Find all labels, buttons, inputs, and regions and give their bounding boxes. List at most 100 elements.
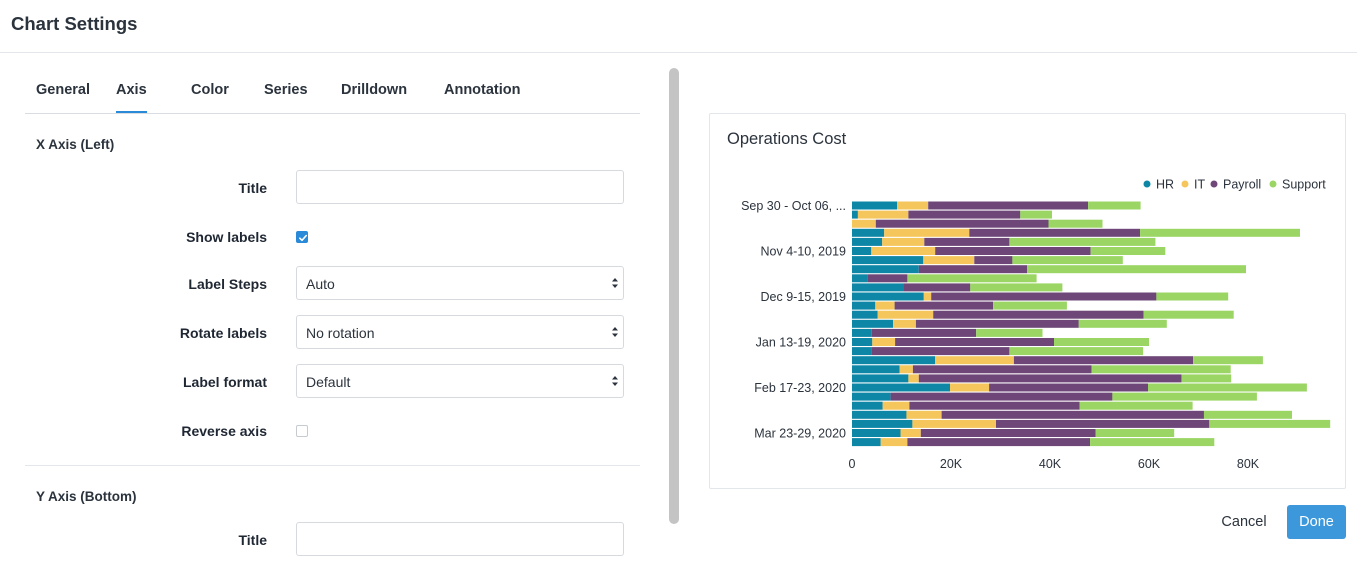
- bar-segment-hr: [852, 365, 900, 374]
- bar-segment-payroll: [871, 347, 1010, 356]
- bar-segment-it: [872, 338, 896, 346]
- bar-segment-hr: [852, 301, 876, 310]
- done-button[interactable]: Done: [1287, 505, 1346, 539]
- bar-segment-support: [993, 301, 1067, 310]
- bar-segment-support: [1209, 419, 1331, 428]
- bar-segment-hr: [852, 319, 894, 328]
- bar-segment-payroll: [996, 419, 1210, 428]
- bar-segment-support: [1090, 247, 1166, 255]
- legend-label: HR: [1156, 178, 1174, 192]
- y-axis-title-input[interactable]: [296, 522, 624, 556]
- x-tick-label: 80K: [1237, 457, 1260, 471]
- chart-title: Operations Cost: [727, 130, 847, 148]
- tab-axis[interactable]: Axis: [116, 82, 147, 113]
- bar-segment-payroll: [871, 328, 977, 337]
- bar-segment-support: [1009, 347, 1144, 356]
- bar-segment-support: [1054, 338, 1149, 346]
- bar-segment-support: [1112, 392, 1257, 401]
- bar-segment-payroll: [941, 410, 1204, 419]
- bar-segment-it: [871, 247, 936, 255]
- label-format-value: Default: [306, 374, 351, 390]
- bar-segment-it: [884, 228, 970, 237]
- tab-drilldown[interactable]: Drilldown: [341, 82, 408, 98]
- bar-segment-hr: [852, 210, 858, 219]
- bar-segment-it: [899, 365, 913, 374]
- y-tick-label: Sep 30 - Oct 06, ...: [741, 199, 846, 213]
- y-tick-label: Mar 23-29, 2020: [754, 427, 846, 441]
- legend-marker: [1181, 180, 1189, 188]
- cancel-button[interactable]: Cancel: [1221, 514, 1267, 530]
- label-steps-select[interactable]: Auto: [296, 266, 624, 300]
- bar-segment-it: [882, 401, 910, 410]
- y-axis-title-label: Title: [238, 532, 267, 548]
- bar-segment-payroll: [989, 383, 1148, 392]
- legend-label: Support: [1282, 178, 1326, 192]
- show-labels-label: Show labels: [186, 229, 267, 245]
- bar-segment-payroll: [928, 201, 1089, 210]
- bar-segment-payroll: [904, 283, 971, 292]
- bar-segment-hr: [852, 410, 907, 419]
- dialog-title: Chart Settings: [11, 13, 138, 34]
- bar-segment-support: [907, 274, 1037, 283]
- bar-segment-hr: [852, 429, 901, 437]
- settings-scrollbar[interactable]: [669, 68, 679, 524]
- bar-segment-payroll: [920, 429, 1096, 437]
- bar-segment-payroll: [907, 438, 1091, 447]
- bar-segment-hr: [852, 237, 883, 246]
- bar-segment-hr: [852, 419, 913, 428]
- x-axis-title-input[interactable]: [296, 170, 624, 204]
- bar-segment-support: [1088, 201, 1141, 210]
- bar-segment-support: [1203, 410, 1292, 419]
- section-divider: [25, 465, 640, 466]
- select-arrows-icon: [612, 278, 618, 288]
- bar-segment-hr: [852, 283, 904, 292]
- bar-segment-support: [1156, 292, 1229, 301]
- label-steps-value: Auto: [306, 276, 335, 292]
- bar-segment-hr: [852, 438, 881, 447]
- bar-segment-support: [976, 328, 1043, 337]
- bar-segment-support: [1091, 365, 1231, 374]
- tab-general[interactable]: General: [36, 82, 90, 98]
- bar-segment-hr: [852, 374, 909, 383]
- select-arrows-icon: [612, 376, 618, 386]
- bar-segment-support: [1048, 219, 1103, 228]
- bar-segment-it: [893, 319, 916, 328]
- bar-segment-hr: [852, 247, 872, 255]
- bar-segment-it: [950, 383, 990, 392]
- tab-color[interactable]: Color: [191, 82, 229, 98]
- chart-preview: Operations Cost 0 20K 40K 60K 80K Sep 30 - Oc…: [709, 113, 1346, 489]
- bar-segment-it: [852, 219, 876, 228]
- reverse-axis-label: Reverse axis: [181, 423, 267, 439]
- bar-segment-it: [935, 356, 1014, 365]
- bar-segment-it: [906, 410, 942, 419]
- bar-segment-support: [1079, 401, 1193, 410]
- bar-segment-support: [1143, 310, 1234, 319]
- x-tick-label: 20K: [940, 457, 963, 471]
- bar-segment-hr: [852, 310, 878, 319]
- rotate-labels-select[interactable]: No rotation: [296, 315, 624, 349]
- bar-segment-payroll: [931, 292, 1157, 301]
- bar-segment-it: [877, 310, 934, 319]
- chart-canvas: 0 20K 40K 60K 80K Sep 30 - Oct 06, ... Nov 4-1…: [741, 178, 1331, 471]
- reverse-axis-checkbox[interactable]: [296, 425, 308, 437]
- bar-segment-hr: [852, 201, 897, 210]
- y-tick-label: Dec 9-15, 2019: [761, 290, 847, 304]
- tab-annotation[interactable]: Annotation: [444, 82, 521, 98]
- bar-segment-hr: [852, 356, 936, 365]
- bar-segment-support: [1012, 256, 1123, 265]
- x-tick-label: 40K: [1039, 457, 1062, 471]
- bar-segment-support: [1095, 429, 1175, 437]
- bar-segment-hr: [852, 383, 950, 392]
- bar-segment-payroll: [974, 256, 1013, 265]
- legend-marker: [1143, 180, 1151, 188]
- show-labels-checkbox[interactable]: [296, 231, 308, 243]
- bar-segment-support: [1090, 438, 1215, 447]
- bar-segment-it: [875, 301, 895, 310]
- bar-segment-payroll: [915, 319, 1079, 328]
- bar-segment-hr: [852, 228, 885, 237]
- bar-segment-support: [1020, 210, 1052, 219]
- label-format-select[interactable]: Default: [296, 364, 624, 398]
- x-tick-label: 0: [849, 457, 856, 471]
- bar-segment-payroll: [894, 301, 994, 310]
- tab-series[interactable]: Series: [264, 82, 308, 98]
